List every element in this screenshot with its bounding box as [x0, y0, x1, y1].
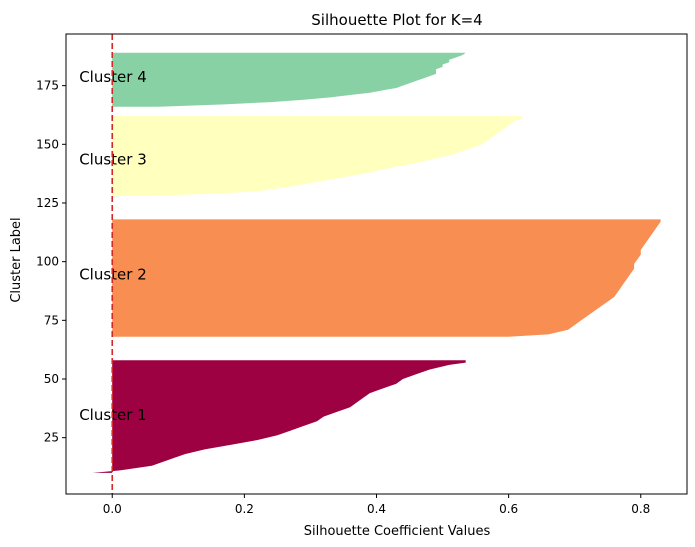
cluster-label-2: Cluster 2 — [79, 265, 147, 283]
x-tick-label: 0.6 — [499, 502, 518, 516]
silhouette-area-cluster-4 — [112, 52, 466, 107]
y-axis-label: Cluster Label — [9, 217, 24, 302]
y-tick-label: 175 — [36, 79, 59, 93]
silhouette-area-cluster-2 — [112, 219, 661, 337]
y-tick-label: 25 — [44, 431, 59, 445]
silhouette-area-cluster-3 — [112, 116, 522, 196]
x-axis-label: Silhouette Coefficient Values — [304, 524, 491, 539]
chart-title: Silhouette Plot for K=4 — [311, 11, 482, 29]
y-tick-label: 50 — [44, 372, 59, 386]
cluster-label-3: Cluster 3 — [79, 150, 147, 168]
silhouette-area-cluster-1 — [92, 360, 466, 473]
x-tick-label: 0.8 — [631, 502, 650, 516]
x-tick-label: 0.4 — [367, 502, 386, 516]
cluster-label-4: Cluster 4 — [79, 68, 147, 86]
y-tick-label: 100 — [36, 255, 59, 269]
y-tick-label: 125 — [36, 196, 59, 210]
y-tick-label: 150 — [36, 137, 59, 151]
y-tick-label: 75 — [44, 313, 59, 327]
x-tick-label: 0.0 — [103, 502, 122, 516]
axes: 0.0 0.2 0.4 0.6 0.8 25 50 75 100 125 150 175 — [36, 33, 688, 516]
x-tick-label: 0.2 — [235, 502, 254, 516]
